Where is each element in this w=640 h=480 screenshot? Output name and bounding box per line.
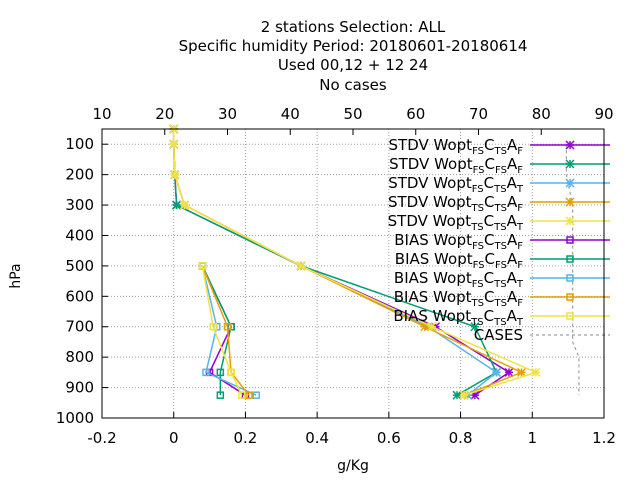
data-point xyxy=(209,322,217,331)
data-point xyxy=(245,391,253,399)
x2-tick-label: 10 xyxy=(92,105,111,123)
x-tick-label: 1 xyxy=(528,429,538,447)
legend-label: STDV WoptTSCTSAF xyxy=(388,193,523,214)
legend-label: BIAS WoptTSCTSAT xyxy=(393,307,524,328)
legend-marker xyxy=(566,255,574,263)
plot-frame xyxy=(101,128,605,419)
data-point xyxy=(198,262,207,270)
legend-marker xyxy=(566,236,574,244)
series-line xyxy=(172,129,538,396)
x-tick-label: 0.8 xyxy=(449,429,473,447)
data-point xyxy=(491,367,501,377)
legend-label: BIAS WoptTSCTSAF xyxy=(394,288,524,309)
legend-label: STDV WoptFSCTSAT xyxy=(388,174,524,195)
x2-tick-label: 30 xyxy=(218,105,237,123)
x-tick-label: 0.6 xyxy=(377,429,401,447)
data-point xyxy=(296,261,306,271)
data-point xyxy=(531,367,541,377)
legend-label: STDV WoptTSCTSAT xyxy=(388,212,524,233)
x-tick-label: -0.2 xyxy=(87,429,116,447)
x2-tick-label: 50 xyxy=(343,105,362,123)
data-point xyxy=(504,367,514,377)
chart-title: 2 stations Selection: ALL Specific humid… xyxy=(179,18,528,94)
x-tick-label: 0.2 xyxy=(233,429,257,447)
x2-tick-label: 40 xyxy=(281,105,300,123)
title-line-4: No cases xyxy=(319,76,387,94)
series-line xyxy=(201,265,232,396)
series-line xyxy=(201,265,250,396)
legend-marker xyxy=(565,159,575,169)
legend-marker xyxy=(565,140,575,150)
y-tick-label: 900 xyxy=(65,379,94,397)
data-point xyxy=(252,391,260,399)
legend-label: BIAS WoptFSCTSAF xyxy=(394,231,523,252)
legend-marker xyxy=(565,216,575,226)
y-tick-label: 400 xyxy=(65,226,94,244)
legend-marker xyxy=(566,293,574,301)
y-tick-label: 500 xyxy=(65,257,94,275)
data-point xyxy=(216,391,225,399)
legend-marker xyxy=(565,197,575,207)
legend-label: CASES xyxy=(474,326,523,344)
x2-axis-ticks: 10 20 30 40 50 60 70 80 90 xyxy=(92,105,614,135)
x-tick-label: 0.4 xyxy=(305,429,329,447)
legend-label: STDV WoptFSCTSAF xyxy=(389,136,524,157)
y-tick-label: 300 xyxy=(65,196,94,214)
grid-lines xyxy=(101,129,605,418)
title-line-3: Used 00,12 + 12 24 xyxy=(278,56,428,74)
x-axis-label: g/Kg xyxy=(337,458,369,474)
x-axis-ticks: -0.2 0 0.2 0.4 0.6 0.8 1 1.2 xyxy=(87,412,616,447)
legend-marker xyxy=(565,178,575,188)
data-point xyxy=(459,390,469,400)
legend-marker xyxy=(566,312,574,320)
x-tick-label: 0 xyxy=(169,429,179,447)
y-tick-label: 600 xyxy=(65,287,94,305)
series-line xyxy=(201,265,243,396)
y-tick-label: 100 xyxy=(65,135,94,153)
data-point xyxy=(169,139,179,149)
legend-marker xyxy=(566,274,574,282)
data-point xyxy=(470,322,480,332)
x-tick-label: 1.2 xyxy=(592,429,616,447)
data-point xyxy=(172,200,182,210)
legend-label: STDV WoptFSCFSAF xyxy=(389,155,523,176)
legend-label: BIAS WoptFSCTSAT xyxy=(394,269,524,290)
data-point xyxy=(216,368,225,377)
data-point xyxy=(238,391,246,399)
series-9 xyxy=(198,262,246,399)
x2-tick-label: 20 xyxy=(155,105,174,123)
data-point xyxy=(202,368,210,377)
data-point xyxy=(223,322,232,331)
x2-tick-label: 90 xyxy=(594,105,613,123)
y-tick-label: 200 xyxy=(65,166,94,184)
series-8 xyxy=(198,262,253,399)
data-point xyxy=(170,170,180,180)
y-tick-label: 700 xyxy=(65,318,94,336)
x2-tick-label: 60 xyxy=(406,105,425,123)
x2-tick-label: 70 xyxy=(469,105,488,123)
title-line-2: Specific humidity Period: 20180601-20180… xyxy=(179,37,528,55)
data-point xyxy=(452,390,462,400)
series-line xyxy=(201,265,257,396)
y-axis-ticks: 100 200 300 400 500 600 700 800 900 1000 xyxy=(56,135,108,427)
data-point xyxy=(179,200,190,210)
data-point xyxy=(516,367,527,377)
data-point xyxy=(427,322,437,332)
x2-tick-label: 80 xyxy=(532,105,551,123)
y-axis-label: hPa xyxy=(8,263,24,288)
legend-label: BIAS WoptFSCFSAF xyxy=(395,250,523,271)
title-line-1: 2 stations Selection: ALL xyxy=(261,18,446,36)
data-point xyxy=(227,368,235,377)
y-tick-label: 800 xyxy=(65,348,94,366)
y-tick-label: 1000 xyxy=(56,409,94,427)
